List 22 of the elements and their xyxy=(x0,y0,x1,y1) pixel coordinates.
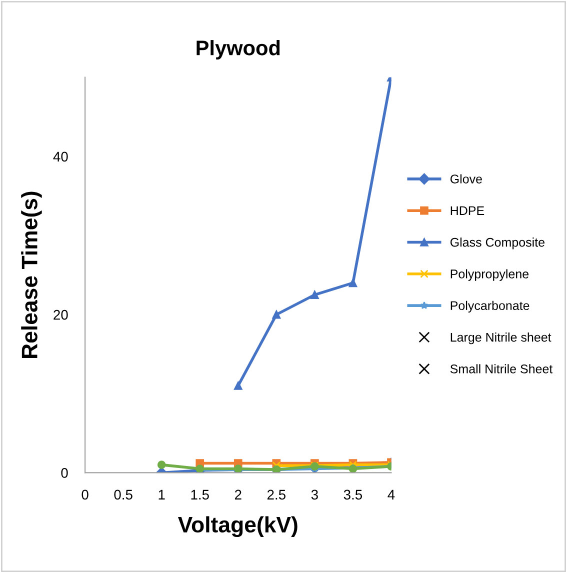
x-tick-label: 4 xyxy=(388,490,395,500)
x-tick-label: 0.5 xyxy=(114,490,132,500)
chart-title: Plywood xyxy=(196,40,280,60)
x-tick-label: 3.5 xyxy=(344,490,362,500)
y-tick-label: 40 xyxy=(53,152,68,162)
legend-label: Glove xyxy=(450,174,482,184)
legend-label: Polycarbonate xyxy=(450,300,530,313)
x-tick-label: 2 xyxy=(234,490,242,500)
y-tick-label: 20 xyxy=(54,310,68,320)
legend-label: HDPE xyxy=(450,206,484,215)
x-tick-label: 1.5 xyxy=(191,490,209,500)
legend-label: Small Nitrile Sheet xyxy=(450,364,553,374)
y-axis-title: Release Time(s) xyxy=(21,192,42,358)
legend-label: Glass Composite xyxy=(450,238,544,250)
legend-label: Large Nitrile sheet xyxy=(450,332,552,344)
x-tick-label: 3 xyxy=(311,490,318,500)
x-tick-label: 1 xyxy=(158,490,165,500)
x-tick-label: 2.5 xyxy=(267,490,286,500)
legend-label: Polypropylene xyxy=(450,269,529,281)
x-tick-label: 0 xyxy=(82,490,88,500)
y-tick-label: 0 xyxy=(61,468,68,478)
x-axis-title: Voltage(kV) xyxy=(178,516,298,538)
